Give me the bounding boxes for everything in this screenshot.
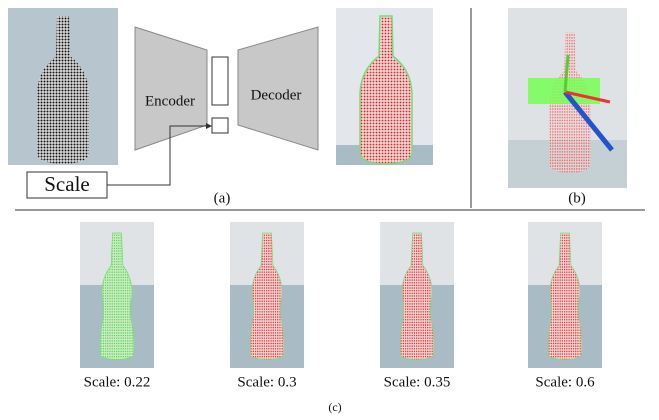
figure: Encoder Decoder Scale (a) (b) Scale: 0.2… — [0, 0, 659, 420]
scale-label: Scale: 0.22 — [84, 374, 151, 390]
encoder-block — [135, 27, 207, 150]
encoder-label: Encoder — [145, 93, 195, 109]
caption: (a) — [214, 190, 231, 206]
scale-label: Scale: 0.6 — [535, 374, 595, 390]
arrow-head — [206, 123, 212, 129]
scale-label: Scale: 0.35 — [384, 374, 451, 390]
caption: (b) — [568, 190, 586, 206]
decoder-label: Decoder — [251, 87, 302, 103]
latent-vector — [212, 57, 228, 105]
panel-c: Scale: 0.22 Scale: 0.3 Scale: 0.35 Scale: 0… — [80, 222, 602, 390]
caption: (c) — [328, 400, 341, 414]
scale-label: Scale: 0.3 — [237, 374, 296, 390]
scale-label: Scale — [44, 172, 89, 196]
scale-input — [212, 118, 228, 133]
